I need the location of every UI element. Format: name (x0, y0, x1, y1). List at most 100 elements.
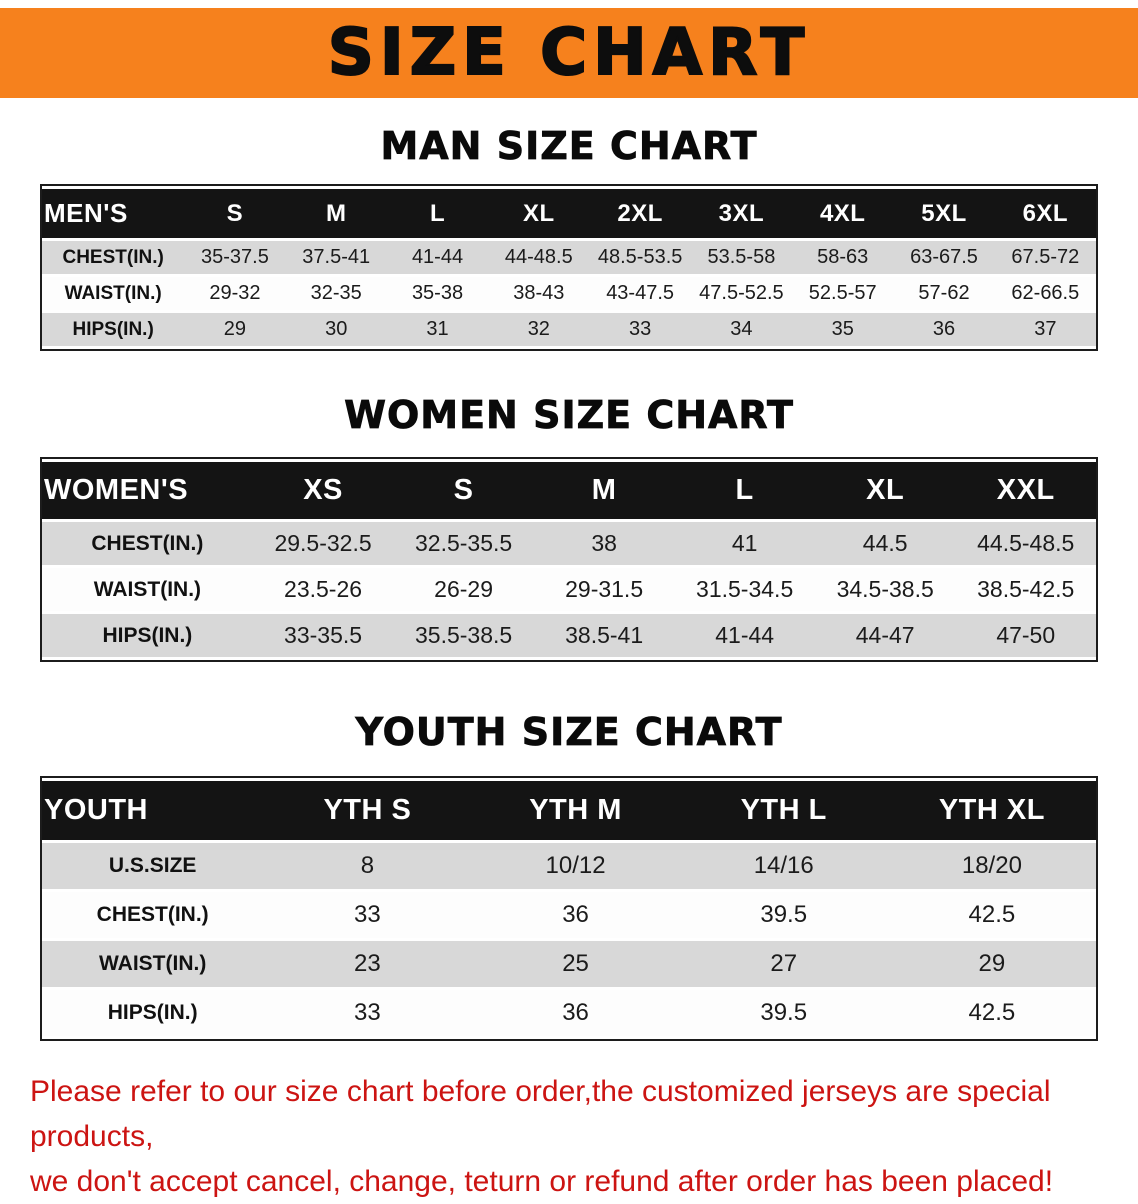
measurement-value-cell: 29-32 (184, 277, 286, 310)
measurement-value-cell: 58-63 (792, 241, 894, 274)
measurement-row: CHEST(IN.) 33 36 39.5 42.5 (42, 892, 1096, 938)
measurement-value-cell: 10/12 (471, 843, 680, 889)
size-header-cell: S (184, 189, 286, 238)
size-header-cell: 2XL (589, 189, 691, 238)
row-label-cell: WAIST(IN.) (42, 277, 185, 310)
measurement-value-cell: 36 (893, 313, 995, 346)
disclaimer-line-2: we don't accept cancel, change, teturn o… (30, 1165, 1054, 1198)
measurement-row: WAIST(IN.) 23.5-26 26-29 29-31.5 31.5-34.5 34… (42, 568, 1096, 611)
measurement-value-cell: 27 (679, 941, 888, 987)
youth-size-table: YOUTH YTH S YTH M YTH L YTH XL U.S.SIZE 8 10/12… (40, 776, 1098, 1041)
size-chart-banner: SIZE CHART (0, 8, 1138, 98)
measurement-row: HIPS(IN.) 33 36 39.5 42.5 (42, 990, 1096, 1036)
measurement-value-cell: 37.5-41 (285, 241, 387, 274)
row-label-cell: U.S.SIZE (42, 843, 264, 889)
size-header-cell: YTH XL (887, 781, 1096, 840)
table-title-cell: MEN'S (42, 189, 185, 238)
measurement-value-cell: 34 (690, 313, 793, 346)
size-header-cell: XL (488, 189, 590, 238)
measurement-value-cell: 57-62 (893, 277, 995, 310)
table-header-row: YOUTH YTH S YTH M YTH L YTH XL (42, 781, 1096, 840)
measurement-value-cell: 33 (263, 892, 472, 938)
measurement-value-cell: 31.5-34.5 (674, 568, 815, 611)
measurement-value-cell: 35 (792, 313, 894, 346)
measurement-value-cell: 43-47.5 (589, 277, 691, 310)
measurement-value-cell: 47.5-52.5 (690, 277, 793, 310)
measurement-value-cell: 41-44 (674, 614, 815, 657)
measurement-value-cell: 67.5-72 (994, 241, 1096, 274)
measurement-value-cell: 63-67.5 (893, 241, 995, 274)
measurement-row: WAIST(IN.) 23 25 27 29 (42, 941, 1096, 987)
size-header-cell: XS (252, 462, 394, 519)
measurement-value-cell: 34.5-38.5 (814, 568, 956, 611)
measurement-value-cell: 53.5-58 (690, 241, 793, 274)
youth-section-heading: YOUTH SIZE CHART (355, 710, 783, 755)
size-header-cell: S (393, 462, 534, 519)
measurement-value-cell: 39.5 (679, 990, 888, 1036)
measurement-value-cell: 38-43 (488, 277, 590, 310)
measurement-value-cell: 29 (887, 941, 1096, 987)
measurement-value-cell: 18/20 (887, 843, 1096, 889)
measurement-value-cell: 52.5-57 (792, 277, 894, 310)
table-header-row: WOMEN'S XS S M L XL XXL (42, 462, 1096, 519)
measurement-value-cell: 36 (471, 892, 680, 938)
measurement-value-cell: 23 (263, 941, 472, 987)
size-header-cell: 4XL (792, 189, 894, 238)
measurement-value-cell: 44.5-48.5 (955, 522, 1096, 565)
measurement-value-cell: 30 (285, 313, 387, 346)
size-header-cell: YTH S (263, 781, 472, 840)
measurement-value-cell: 44.5 (814, 522, 956, 565)
size-header-cell: 3XL (690, 189, 793, 238)
measurement-row: CHEST(IN.) 29.5-32.5 32.5-35.5 38 41 44.5 44.5… (42, 522, 1096, 565)
disclaimer-line-1: Please refer to our size chart before or… (30, 1075, 1051, 1153)
women-section-heading: WOMEN SIZE CHART (344, 393, 794, 438)
table-title-cell: WOMEN'S (42, 462, 253, 519)
measurement-value-cell: 41-44 (386, 241, 489, 274)
row-label-cell: CHEST(IN.) (42, 522, 253, 565)
row-label-cell: HIPS(IN.) (42, 614, 253, 657)
size-header-cell: YTH M (471, 781, 680, 840)
measurement-value-cell: 32.5-35.5 (393, 522, 534, 565)
men-size-section: MAN SIZE CHART MEN'S S M L XL 2XL 3XL 4XL 5XL 6XL… (0, 124, 1138, 351)
size-header-cell: 6XL (994, 189, 1096, 238)
measurement-value-cell: 38.5-42.5 (955, 568, 1096, 611)
measurement-value-cell: 29 (184, 313, 286, 346)
women-size-section: WOMEN SIZE CHART WOMEN'S XS S M L XL XXL CHEST(… (0, 393, 1138, 662)
measurement-value-cell: 41 (674, 522, 815, 565)
measurement-value-cell: 26-29 (393, 568, 534, 611)
size-header-cell: M (533, 462, 675, 519)
measurement-value-cell: 23.5-26 (252, 568, 394, 611)
measurement-value-cell: 33-35.5 (252, 614, 394, 657)
measurement-value-cell: 44-47 (814, 614, 956, 657)
measurement-row: CHEST(IN.) 35-37.5 37.5-41 41-44 44-48.5 48.5… (42, 241, 1096, 274)
table-title-cell: YOUTH (42, 781, 264, 840)
men-size-table: MEN'S S M L XL 2XL 3XL 4XL 5XL 6XL CHEST(IN.) 35-37… (40, 184, 1098, 351)
youth-size-section: YOUTH SIZE CHART YOUTH YTH S YTH M YTH L YTH… (0, 710, 1138, 1041)
size-header-cell: L (674, 462, 815, 519)
measurement-value-cell: 14/16 (679, 843, 888, 889)
banner-title: SIZE CHART (327, 16, 811, 90)
size-header-cell: YTH L (679, 781, 888, 840)
measurement-row: HIPS(IN.) 29 30 31 32 33 34 35 36 37 (42, 313, 1096, 346)
measurement-value-cell: 35-37.5 (184, 241, 286, 274)
table-header-row: MEN'S S M L XL 2XL 3XL 4XL 5XL 6XL (42, 189, 1096, 238)
measurement-value-cell: 42.5 (887, 990, 1096, 1036)
measurement-value-cell: 33 (589, 313, 691, 346)
measurement-value-cell: 38 (533, 522, 675, 565)
measurement-value-cell: 48.5-53.5 (589, 241, 691, 274)
row-label-cell: HIPS(IN.) (42, 313, 185, 346)
measurement-value-cell: 8 (263, 843, 472, 889)
measurement-value-cell: 29-31.5 (533, 568, 675, 611)
measurement-value-cell: 47-50 (955, 614, 1096, 657)
women-size-table: WOMEN'S XS S M L XL XXL CHEST(IN.) 29.5-32.5 32.5… (40, 457, 1098, 662)
row-label-cell: CHEST(IN.) (42, 892, 264, 938)
measurement-value-cell: 44-48.5 (488, 241, 590, 274)
measurement-row: HIPS(IN.) 33-35.5 35.5-38.5 38.5-41 41-44 44-… (42, 614, 1096, 657)
row-label-cell: WAIST(IN.) (42, 568, 253, 611)
measurement-value-cell: 35-38 (386, 277, 489, 310)
measurement-value-cell: 31 (386, 313, 489, 346)
measurement-value-cell: 33 (263, 990, 472, 1036)
measurement-value-cell: 36 (471, 990, 680, 1036)
measurement-row: U.S.SIZE 8 10/12 14/16 18/20 (42, 843, 1096, 889)
order-disclaimer: Please refer to our size chart before or… (30, 1069, 1110, 1204)
